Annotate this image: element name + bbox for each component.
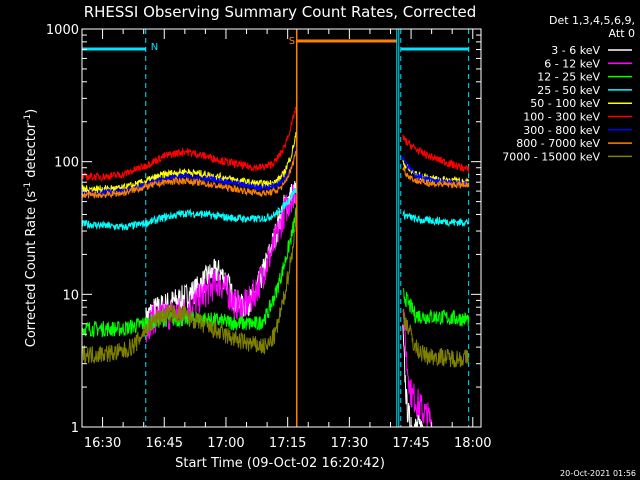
series-line: [81, 106, 470, 183]
footer-timestamp: 20-Oct-2021 01:56: [560, 469, 636, 478]
x-tick-label: 17:30: [331, 436, 368, 451]
y-tick-label: 100: [54, 156, 79, 171]
x-tick-label: 17:00: [207, 436, 244, 451]
y-axis: 1 10 100 1000: [46, 23, 481, 436]
legend-label: 12 - 25 keV: [537, 71, 600, 84]
legend-header-detectors: Det 1,3,4,5,6,9,: [549, 14, 635, 27]
x-tick-label: 17:15: [269, 436, 306, 451]
legend-label: 50 - 100 keV: [530, 97, 600, 110]
plot-frame: [81, 28, 482, 428]
x-axis: 16:30 16:45 17:00 17:15 17:30 17:45 18:00: [81, 29, 492, 451]
x-tick-label: 16:45: [146, 436, 183, 451]
chart-title: RHESSI Observing Summary Count Rates, Co…: [84, 3, 477, 21]
series-line: [81, 187, 470, 231]
legend-header-attenuator: Att 0: [609, 27, 635, 40]
legend-label: 25 - 50 keV: [537, 84, 600, 97]
x-tick-label: 18:00: [454, 436, 491, 451]
legend-label: 3 - 6 keV: [551, 44, 600, 57]
series-line: [81, 151, 470, 199]
legend-label: 800 - 7000 keV: [516, 137, 600, 150]
y-tick-label: 1: [71, 421, 79, 436]
legend-label: 300 - 800 keV: [523, 124, 600, 137]
series-line: [145, 184, 433, 428]
night-label: N: [151, 42, 158, 53]
legend-label: 6 - 12 keV: [544, 57, 600, 70]
y-tick-label: 1000: [46, 23, 79, 38]
x-tick-label: 17:45: [392, 436, 429, 451]
plot-area: NS: [81, 29, 470, 428]
legend-label: 100 - 300 keV: [523, 111, 600, 124]
x-axis-label: Start Time (09-Oct-02 16:20:42): [175, 456, 385, 471]
series-line: [81, 219, 470, 368]
legend-label: 7000 - 15000 keV: [502, 150, 600, 163]
saa-label: S: [289, 36, 295, 47]
x-tick-label: 16:30: [84, 436, 121, 451]
y-tick-label: 10: [62, 288, 79, 303]
y-axis-label: Corrected Count Rate (s-1 detector-1): [23, 109, 39, 347]
